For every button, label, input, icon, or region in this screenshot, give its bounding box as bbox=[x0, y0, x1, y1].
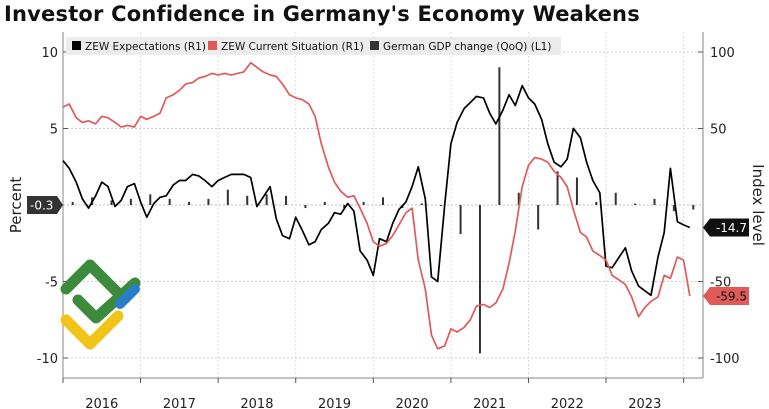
current-situation-end-badge-text: -59.5 bbox=[716, 290, 747, 304]
right-axis-title: Index level bbox=[749, 164, 767, 246]
zew-current-situation-line bbox=[62, 61, 691, 350]
zew-expectations-line bbox=[62, 84, 691, 297]
gdp-bar bbox=[634, 203, 637, 205]
gdp-bar bbox=[556, 171, 559, 205]
x-tick-label: 2017 bbox=[163, 397, 196, 409]
legend-label-expectations: ZEW Expectations (R1) bbox=[85, 41, 206, 53]
gdp-bar bbox=[595, 201, 598, 205]
current-situation-end-badge: -59.5 bbox=[703, 287, 749, 306]
right-tick-label: -50 bbox=[710, 276, 731, 291]
gdp-bar bbox=[420, 203, 423, 205]
value-badges: -14.7 -59.5 -0.3 bbox=[27, 196, 749, 306]
legend-swatch-expectations bbox=[72, 41, 81, 50]
expectations-end-badge-shape bbox=[703, 218, 749, 237]
gdp-bar bbox=[110, 200, 113, 205]
gdp-bar bbox=[692, 205, 695, 210]
gdp-bar bbox=[653, 198, 656, 205]
gdp-bar bbox=[440, 205, 443, 206]
gdp-bar bbox=[498, 67, 501, 205]
gdp-last-value-badge-text: -0.3 bbox=[30, 199, 53, 213]
gdp-bar bbox=[537, 205, 540, 230]
x-tick-label: 2022 bbox=[551, 397, 584, 409]
gdp-bar bbox=[285, 195, 288, 205]
gdp-bar bbox=[459, 205, 462, 235]
gdp-bar bbox=[71, 201, 74, 205]
line-layer bbox=[62, 61, 691, 350]
gdp-bar-layer bbox=[71, 67, 695, 354]
gdp-bar bbox=[226, 189, 229, 205]
expectations-end-badge: -14.7 bbox=[703, 218, 749, 237]
legend: ZEW Expectations (R1) ZEW Current Situat… bbox=[66, 37, 561, 55]
gdp-bar bbox=[478, 205, 481, 354]
left-axis-title: Percent bbox=[7, 177, 25, 234]
gdp-bar bbox=[129, 198, 132, 205]
left-tick-label: -5 bbox=[45, 276, 58, 291]
x-tick-label: 2018 bbox=[240, 397, 273, 409]
gdp-bar bbox=[323, 201, 326, 205]
left-tick-label: -10 bbox=[37, 352, 58, 367]
x-tick-label: 2020 bbox=[396, 397, 429, 409]
logo-blue-stroke bbox=[115, 284, 140, 309]
legend-label-gdp: German GDP change (QoQ) (L1) bbox=[383, 41, 551, 53]
gdp-bar bbox=[168, 198, 171, 205]
right-tick-label: 100 bbox=[710, 46, 735, 61]
gdp-bar bbox=[614, 192, 617, 205]
gdp-bar bbox=[304, 205, 307, 209]
right-tick-label: 50 bbox=[710, 123, 727, 138]
left-tick-label: 10 bbox=[41, 46, 58, 61]
x-tick-label: 2019 bbox=[318, 397, 351, 409]
legend-swatch-current-situation bbox=[208, 41, 217, 50]
current-situation-end-badge-shape bbox=[703, 287, 749, 306]
gdp-last-value-badge-shape bbox=[27, 196, 63, 214]
gdp-bar bbox=[382, 197, 384, 205]
gdp-bar bbox=[672, 205, 675, 212]
gdp-bar bbox=[343, 205, 346, 209]
legend-label-current-situation: ZEW Current Situation (R1) bbox=[221, 41, 364, 53]
x-tick-label: 2016 bbox=[85, 397, 118, 409]
gdp-bar bbox=[517, 192, 520, 205]
chart-title: Investor Confidence in Germany's Economy… bbox=[4, 2, 640, 26]
x-tick-label: 2021 bbox=[473, 397, 506, 409]
left-tick-label: 5 bbox=[50, 123, 58, 138]
legend-swatch-gdp bbox=[370, 41, 379, 50]
gdp-bar bbox=[149, 194, 152, 205]
grid-layer bbox=[63, 32, 703, 378]
gdp-bar bbox=[207, 198, 210, 205]
legend-box bbox=[66, 37, 561, 55]
gdp-bar bbox=[246, 195, 249, 205]
axis-layer: 10 5 -5 -10 100 50 -50 -100 2016 2017 2018 2019 2020… bbox=[37, 32, 740, 409]
logo-yellow-chevron bbox=[60, 310, 124, 350]
gdp-bar bbox=[265, 194, 268, 205]
x-tick-label: 2023 bbox=[628, 397, 661, 409]
logo-watermark bbox=[60, 259, 141, 350]
gdp-bar bbox=[575, 177, 578, 205]
gdp-bar bbox=[188, 201, 191, 205]
gdp-last-value-badge: -0.3 bbox=[27, 196, 63, 214]
logo-green-chevron bbox=[60, 259, 124, 299]
right-tick-label: -100 bbox=[710, 352, 740, 367]
gdp-bar bbox=[362, 201, 365, 205]
expectations-end-badge-text: -14.7 bbox=[716, 221, 747, 235]
